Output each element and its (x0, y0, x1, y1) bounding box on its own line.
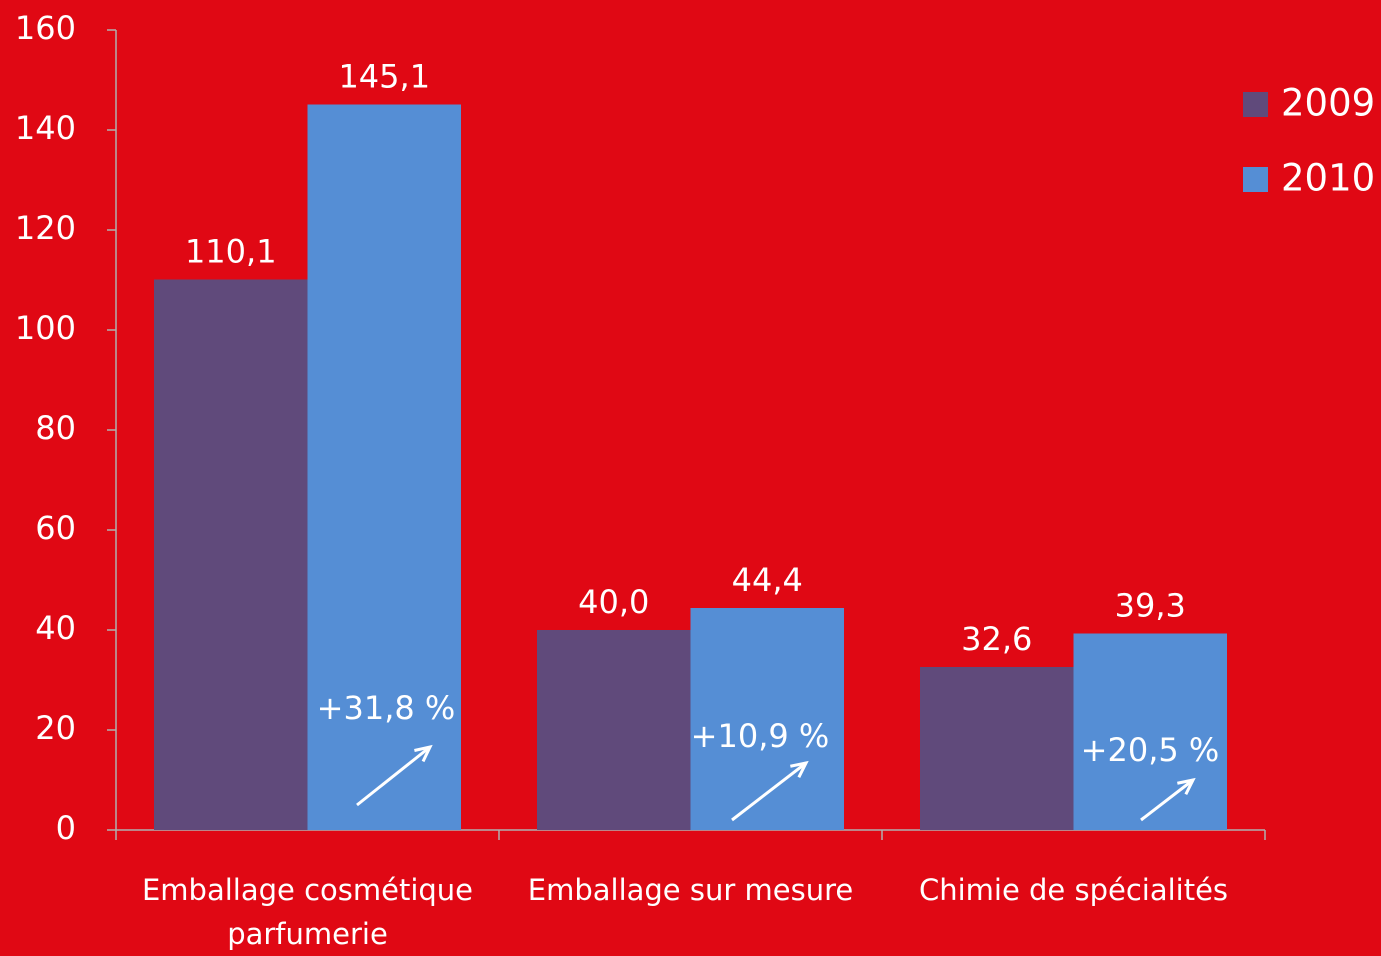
annotation: +31,8 % (317, 689, 456, 727)
value-label: 40,0 (578, 583, 649, 621)
y-tick-label: 120 (15, 209, 76, 247)
annotation: +20,5 % (1081, 731, 1220, 769)
y-tick-label: 100 (15, 309, 76, 347)
y-tick-label: 0 (56, 809, 76, 847)
legend-label: 2009 (1281, 82, 1375, 125)
arrow-shaft (356, 745, 431, 807)
legend-label: 2010 (1281, 157, 1375, 200)
bar (307, 104, 461, 830)
arrow-head (790, 760, 809, 778)
bar (154, 279, 308, 830)
x-tick-label: Emballage cosmétique parfumerie (141, 873, 474, 951)
value-label: 145,1 (338, 58, 430, 96)
y-tick-label: 40 (35, 609, 76, 647)
arrow-shaft (731, 761, 807, 822)
value-label: 110,1 (185, 233, 277, 271)
y-tick-label: 80 (35, 409, 76, 447)
legend-swatch (1243, 92, 1268, 117)
legend-swatch (1243, 167, 1268, 192)
y-tick-label: 60 (35, 509, 76, 547)
y-tick-label: 160 (15, 9, 76, 47)
arrow-head (414, 744, 433, 763)
bar (1073, 633, 1227, 830)
bar (920, 667, 1074, 830)
y-tick-label: 20 (35, 709, 76, 747)
x-tick-label: Chimie de spécialités (918, 873, 1229, 907)
value-label: 44,4 (732, 561, 803, 599)
x-tick-label: Emballage sur mesure (527, 873, 854, 907)
bar (537, 630, 691, 830)
y-tick-label: 140 (15, 109, 76, 147)
value-label: 39,3 (1115, 587, 1186, 625)
arrow-shaft (1140, 778, 1194, 822)
arrow-head (1177, 777, 1196, 795)
value-label: 32,6 (961, 620, 1032, 658)
annotation: +10,9 % (691, 717, 830, 755)
